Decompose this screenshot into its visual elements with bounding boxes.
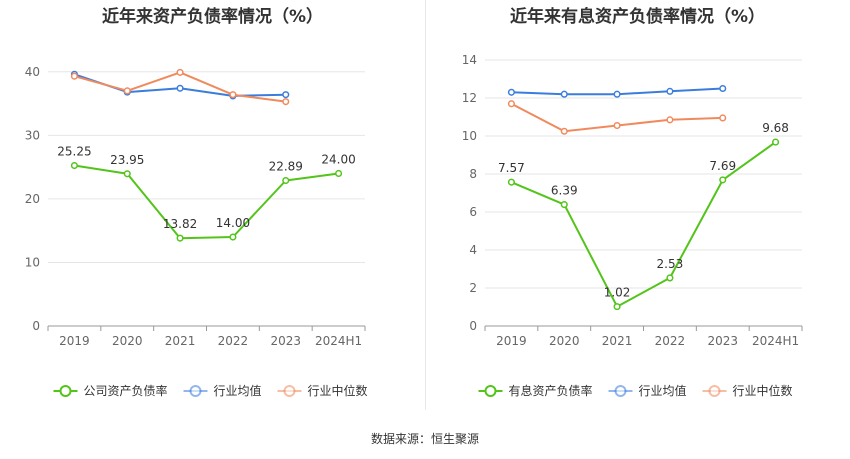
legend-item: 行业中位数 — [702, 383, 793, 398]
data-point — [507, 178, 515, 186]
x-tick-label: 2022 — [218, 334, 249, 348]
y-tick-label: 12 — [462, 91, 477, 105]
data-point — [719, 114, 727, 122]
panel-divider — [425, 0, 426, 410]
data-source-value: 恒生聚源 — [431, 432, 480, 446]
data-source: 数据来源：恒生聚源 — [0, 430, 850, 447]
data-label: 1.02 — [604, 286, 631, 300]
x-tick-label: 2020 — [549, 334, 580, 348]
data-label: 2.53 — [657, 257, 684, 271]
series-line — [511, 141, 777, 308]
data-point — [176, 84, 184, 92]
legend-marker-dot — [484, 385, 497, 397]
legend-item: 行业均值 — [183, 383, 262, 398]
data-point — [613, 122, 621, 130]
legend-marker-dot — [708, 385, 721, 397]
data-point — [507, 100, 515, 108]
data-point — [613, 303, 621, 311]
data-point — [282, 176, 290, 185]
y-tick-label: 2 — [469, 281, 477, 295]
legend-label: 行业中位数 — [308, 383, 368, 398]
y-tick-label: 40 — [25, 65, 40, 79]
legend-label: 行业中位数 — [733, 383, 793, 398]
data-label: 24.00 — [321, 152, 355, 166]
data-label: 14.00 — [216, 216, 250, 230]
legend-label: 有息资产负债率 — [509, 383, 593, 398]
y-tick-label: 14 — [462, 53, 477, 67]
x-tick-label: 2024H1 — [752, 334, 799, 348]
data-point — [282, 98, 290, 106]
x-tick-label: 2021 — [165, 334, 196, 348]
data-point — [560, 127, 568, 135]
data-label: 9.68 — [762, 121, 789, 135]
y-tick-label: 10 — [25, 255, 40, 269]
legend-item: 有息资产负债率 — [478, 383, 593, 398]
data-point — [176, 234, 184, 242]
data-label: 23.95 — [110, 153, 144, 167]
y-tick-label: 4 — [469, 243, 477, 257]
x-tick-label: 2019 — [496, 334, 527, 348]
data-label: 13.82 — [163, 217, 197, 231]
data-point — [560, 90, 568, 98]
data-point — [613, 90, 621, 98]
data-point — [70, 72, 78, 80]
legend-item: 公司资产负债率 — [53, 383, 168, 398]
y-tick-label: 6 — [469, 205, 477, 219]
legend-marker-dot — [283, 385, 296, 397]
x-tick-label: 2019 — [59, 334, 90, 348]
x-tick-label: 2021 — [602, 334, 633, 348]
liability-ratio-plot: 0 10 20 30 40 2019 2020 2021 2022 2023 2024H1 25.25… — [25, 65, 368, 398]
data-point — [335, 169, 343, 178]
x-tick-label: 2022 — [655, 334, 686, 348]
y-tick-label: 0 — [469, 319, 477, 333]
data-point — [282, 91, 290, 99]
y-tick-label: 30 — [25, 128, 40, 142]
data-point — [176, 68, 184, 76]
data-point — [123, 87, 131, 95]
data-point — [666, 87, 674, 95]
chart-title: 近年来资产负债率情况（%） — [101, 7, 324, 27]
legend-marker-dot — [614, 385, 627, 397]
legend-item: 行业均值 — [608, 383, 687, 398]
data-point — [666, 274, 674, 282]
data-point — [229, 233, 237, 241]
interest-bearing-liability-ratio-chart: 近年来有息资产负债率情况（%） 0 2 4 6 8 10 12 14 2019 2020 2021 2… — [425, 0, 850, 420]
liability-ratio-chart: 近年来资产负债率情况（%） 0 10 20 30 40 2019 2020 2021 2022 2… — [0, 0, 425, 420]
legend-label: 行业均值 — [639, 383, 687, 398]
data-point — [70, 161, 78, 170]
y-tick-label: 0 — [32, 319, 40, 333]
legend-marker-dot — [59, 385, 72, 397]
y-tick-label: 8 — [469, 167, 477, 181]
data-point — [123, 170, 131, 178]
series-line — [74, 164, 339, 240]
legend-label: 行业均值 — [214, 383, 262, 398]
y-tick-label: 20 — [25, 192, 40, 206]
chart-title: 近年来有息资产负债率情况（%） — [509, 7, 766, 27]
interest-bearing-liability-ratio-plot: 0 2 4 6 8 10 12 14 2019 2020 2021 2022 2023 2024H1 7.5… — [462, 53, 803, 398]
data-point — [507, 88, 515, 96]
data-point — [229, 91, 237, 99]
x-tick-label: 2023 — [707, 334, 738, 348]
data-label: 6.39 — [551, 184, 578, 198]
x-tick-label: 2024H1 — [315, 334, 362, 348]
legend-marker-dot — [189, 385, 202, 397]
data-point — [560, 201, 568, 209]
y-tick-label: 10 — [462, 129, 477, 143]
legend-label: 公司资产负债率 — [84, 383, 168, 398]
data-label: 22.89 — [269, 160, 303, 174]
x-tick-label: 2023 — [270, 334, 301, 348]
data-point — [719, 176, 727, 184]
data-point — [772, 138, 780, 146]
legend-item: 行业中位数 — [277, 383, 368, 398]
data-point — [666, 116, 674, 124]
data-source-label: 数据来源： — [370, 432, 431, 446]
x-tick-label: 2020 — [112, 334, 143, 348]
data-label: 7.57 — [498, 161, 525, 175]
data-label: 25.25 — [57, 145, 91, 159]
data-point — [719, 84, 727, 93]
data-label: 7.69 — [709, 159, 736, 173]
